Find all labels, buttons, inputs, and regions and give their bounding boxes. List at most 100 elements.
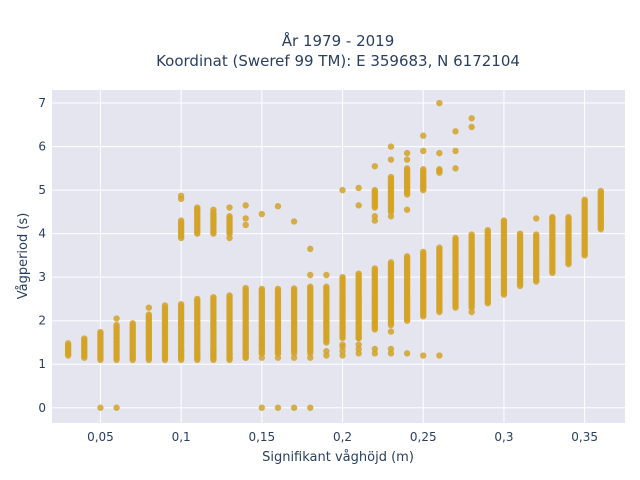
y-tick-label: 4 — [38, 227, 46, 241]
data-point — [581, 196, 588, 203]
data-point — [403, 253, 411, 260]
plot-background — [52, 90, 625, 423]
data-point — [436, 352, 443, 359]
data-point — [484, 226, 491, 234]
data-point — [355, 202, 362, 209]
data-point — [533, 231, 540, 238]
data-point — [403, 350, 411, 357]
data-point — [339, 343, 346, 351]
x-tick-label: 0,35 — [571, 430, 598, 444]
data-point — [177, 192, 185, 199]
data-point — [258, 350, 266, 357]
data-point — [323, 347, 330, 355]
data-point — [420, 132, 427, 139]
y-axis-title: Vågperiod (s) — [16, 213, 31, 300]
data-point — [81, 335, 88, 342]
data-point — [226, 292, 233, 299]
data-point — [210, 206, 217, 213]
data-point — [436, 167, 443, 174]
data-point — [194, 295, 201, 303]
data-point — [387, 213, 395, 220]
data-point — [242, 202, 249, 209]
data-point — [355, 334, 362, 342]
x-tick-label: 0,1 — [172, 430, 191, 444]
data-point — [274, 285, 282, 293]
data-point — [452, 165, 459, 172]
data-point — [64, 340, 72, 347]
data-point — [371, 265, 379, 272]
grid-lines — [52, 90, 625, 423]
data-point — [242, 284, 249, 292]
data-point — [323, 283, 330, 290]
data-point — [468, 231, 475, 238]
data-points — [64, 99, 604, 411]
data-point — [242, 221, 249, 229]
data-point — [242, 215, 249, 222]
data-point — [129, 320, 136, 327]
data-point — [371, 186, 379, 194]
data-point — [387, 259, 395, 266]
data-point — [113, 404, 120, 411]
x-tick-labels: 0,05 0,1 0,15 0,2 0,25 0,3 0,35 — [87, 430, 598, 444]
data-point — [436, 99, 443, 107]
x-tick-label: 0,15 — [248, 430, 275, 444]
chart-title-line-1: År 1979 - 2019 — [282, 31, 395, 50]
data-point — [274, 203, 282, 210]
y-tick-label: 3 — [38, 270, 46, 284]
data-point — [387, 345, 395, 353]
chart-title-line-2: Koordinat (Sweref 99 TM): E 359683, N 61… — [156, 52, 520, 70]
data-point — [387, 328, 395, 335]
data-point — [210, 294, 217, 301]
data-point — [468, 115, 475, 122]
y-tick-label: 6 — [38, 140, 46, 154]
data-point — [113, 321, 120, 329]
data-point — [403, 165, 411, 172]
data-point — [468, 308, 475, 316]
data-point — [355, 184, 362, 192]
data-point — [226, 204, 233, 211]
x-tick-label: 0,25 — [410, 430, 437, 444]
data-point — [549, 215, 556, 222]
x-tick-label: 0,2 — [333, 430, 352, 444]
data-point — [420, 182, 427, 189]
x-tick-label: 0,3 — [494, 430, 513, 444]
data-point — [387, 173, 395, 181]
data-point — [161, 302, 169, 309]
data-point — [371, 217, 379, 224]
data-point — [500, 217, 508, 224]
data-point — [258, 404, 266, 411]
data-point — [516, 230, 524, 237]
data-point — [339, 273, 346, 281]
data-point — [452, 234, 459, 242]
data-point — [403, 149, 411, 157]
data-point — [274, 404, 282, 411]
data-point — [452, 128, 459, 135]
data-point — [565, 213, 572, 221]
data-point — [403, 206, 411, 213]
data-point — [290, 350, 298, 357]
data-point — [145, 304, 153, 311]
data-point — [177, 217, 185, 224]
data-point — [452, 147, 459, 155]
data-point — [420, 248, 427, 256]
data-point — [436, 149, 443, 157]
data-point — [339, 186, 346, 194]
y-tick-label: 5 — [38, 183, 46, 197]
y-tick-label: 2 — [38, 314, 46, 328]
data-point — [355, 341, 362, 348]
data-point — [403, 156, 411, 163]
data-point — [468, 123, 475, 131]
data-point — [355, 270, 362, 277]
data-point — [97, 404, 104, 411]
data-point — [258, 210, 266, 218]
data-point — [420, 147, 427, 155]
data-point — [436, 244, 443, 251]
x-tick-label: 0,05 — [87, 430, 114, 444]
data-point — [307, 245, 314, 253]
data-point — [307, 283, 314, 290]
data-point — [113, 315, 120, 322]
data-point — [533, 215, 540, 222]
data-point — [307, 350, 314, 357]
data-point — [145, 311, 153, 318]
